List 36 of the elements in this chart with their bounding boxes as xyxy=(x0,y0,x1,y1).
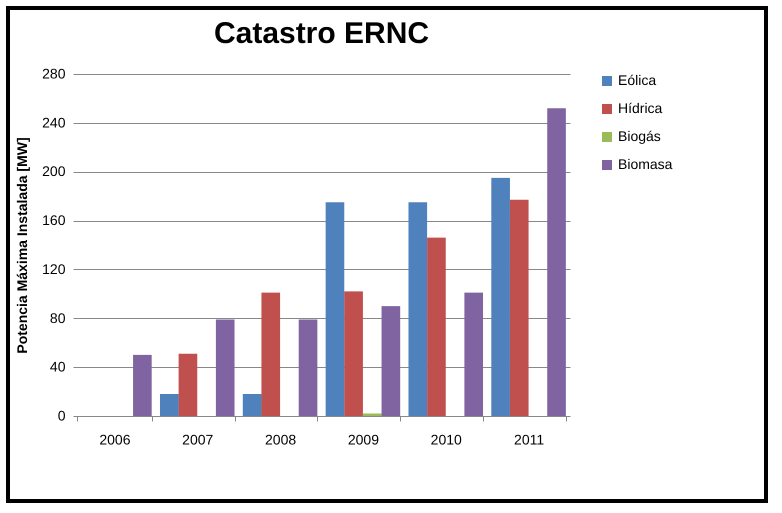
bar xyxy=(242,394,262,416)
x-tick-label: 2006 xyxy=(99,432,131,448)
y-tick-label: 160 xyxy=(42,212,66,228)
y-tick-label: 0 xyxy=(58,408,66,424)
x-tick-label: 2011 xyxy=(514,432,544,448)
legend-label: Eólica xyxy=(618,72,656,88)
bar xyxy=(160,394,179,416)
x-tick-label: 2008 xyxy=(265,432,296,448)
bar xyxy=(326,202,344,416)
x-tick-label: 2010 xyxy=(430,432,462,448)
y-tick-label: 120 xyxy=(42,260,66,277)
bar xyxy=(382,306,400,416)
legend-label: Biomasa xyxy=(618,156,673,172)
y-tick-label: 40 xyxy=(50,358,66,375)
bar xyxy=(133,354,152,416)
legend-label: Hídrica xyxy=(618,100,663,116)
bar xyxy=(216,320,235,416)
x-tick-label: 2009 xyxy=(348,432,380,448)
bar xyxy=(178,354,198,416)
bar xyxy=(408,202,428,416)
bar xyxy=(491,178,510,416)
bar xyxy=(427,238,446,416)
x-tick-label: 2007 xyxy=(182,432,214,448)
bar xyxy=(344,291,363,416)
bar xyxy=(464,292,484,416)
y-tick-label: 200 xyxy=(42,163,66,180)
y-axis-title: Potencia Máxima Instalada [MW] xyxy=(14,137,30,354)
bar xyxy=(547,108,566,416)
y-tick-label: 240 xyxy=(42,114,66,130)
bar xyxy=(510,200,529,416)
legend-label: Biogás xyxy=(618,128,661,144)
bar xyxy=(298,320,318,416)
y-tick-label: 280 xyxy=(42,66,66,82)
y-tick-label: 80 xyxy=(50,310,66,326)
bar xyxy=(261,292,280,416)
chart-title: Catastro ERNC xyxy=(214,17,430,50)
